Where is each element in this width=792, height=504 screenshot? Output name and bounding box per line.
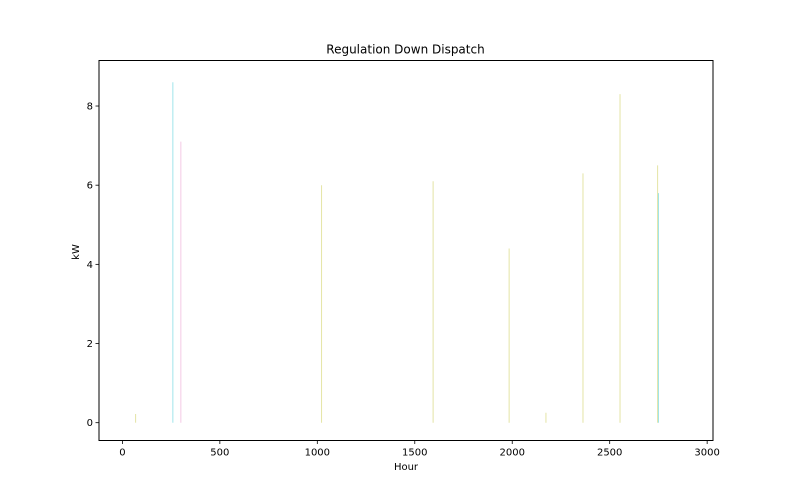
plot-marks: [135, 82, 659, 423]
y-axis-label: kW: [71, 244, 82, 260]
x-tick-label: 3000: [694, 448, 719, 459]
chart-title: Regulation Down Dispatch: [326, 43, 484, 57]
y-tick-label: 2: [87, 339, 93, 350]
y-axis-ticks: 0 2 4 6 8: [87, 102, 99, 429]
x-axis-ticks: 0 500 1000 1500 2000 2500 3000: [119, 440, 720, 459]
y-tick-label: 0: [87, 418, 93, 429]
x-tick-label: 1000: [305, 448, 330, 459]
y-tick-label: 8: [87, 102, 93, 113]
x-tick-label: 2500: [597, 448, 622, 459]
x-axis-label: Hour: [394, 462, 419, 473]
plot-frame: [98, 60, 714, 441]
x-tick-label: 2000: [500, 448, 525, 459]
y-tick-label: 6: [87, 181, 93, 192]
x-tick-label: 0: [119, 448, 125, 459]
x-tick-label: 500: [210, 448, 229, 459]
y-tick-label: 4: [87, 260, 93, 271]
x-tick-label: 1500: [402, 448, 427, 459]
